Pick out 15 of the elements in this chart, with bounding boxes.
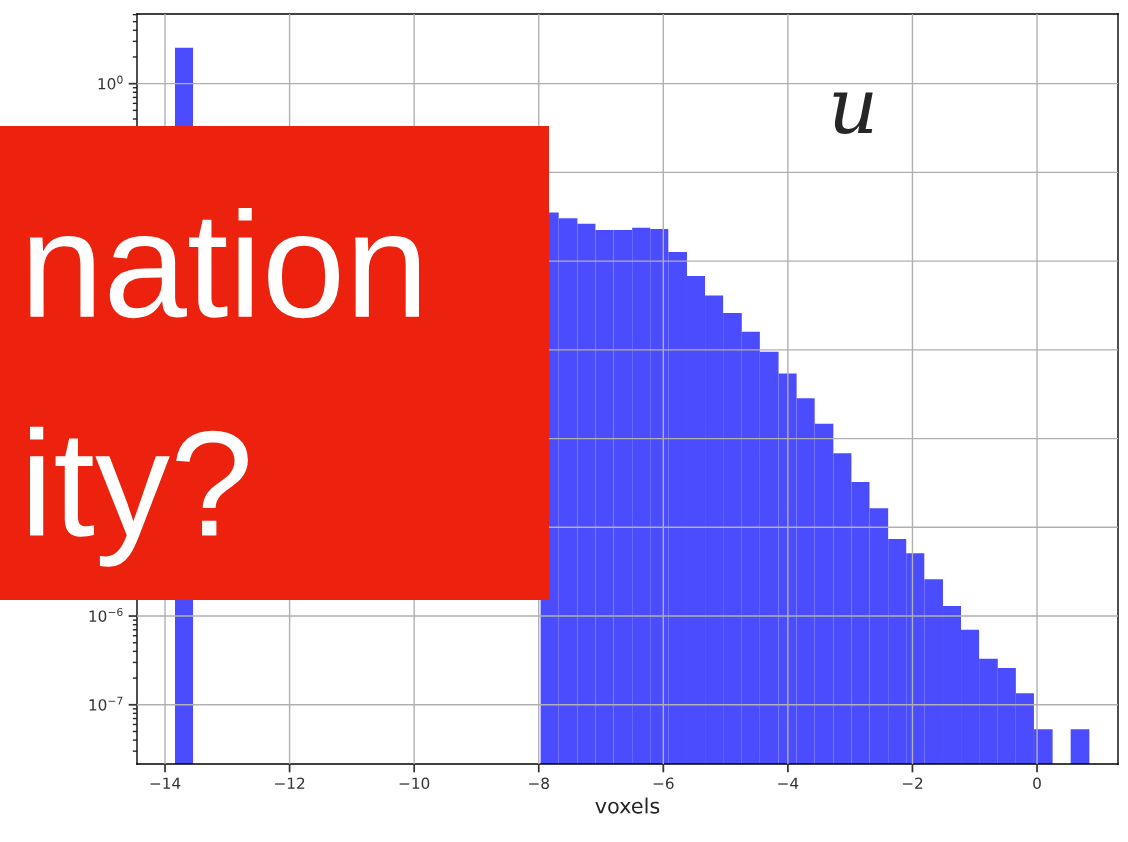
x-tick-label: −4 bbox=[778, 777, 799, 789]
y-tick-label: 10$^{−7}$ bbox=[89, 696, 123, 711]
y-tick-label: 10$^{0}$ bbox=[98, 75, 123, 90]
x-tick-label: −10 bbox=[399, 777, 430, 790]
annotation: nation bbox=[29, 207, 419, 319]
x-tick-label: −6 bbox=[653, 777, 674, 790]
annotation: ity? bbox=[30, 426, 248, 567]
y-tick-label: 10$^{−6}$ bbox=[89, 607, 123, 622]
x-tick-label: 0 bbox=[1033, 777, 1041, 790]
x-tick-label: −8 bbox=[529, 777, 549, 790]
x-tick-label: −12 bbox=[275, 777, 305, 789]
x-axis-title: voxels bbox=[595, 797, 660, 814]
x-tick-label: −2 bbox=[902, 777, 923, 789]
annotation: u bbox=[833, 92, 873, 135]
x-tick-label: −14 bbox=[150, 777, 181, 789]
